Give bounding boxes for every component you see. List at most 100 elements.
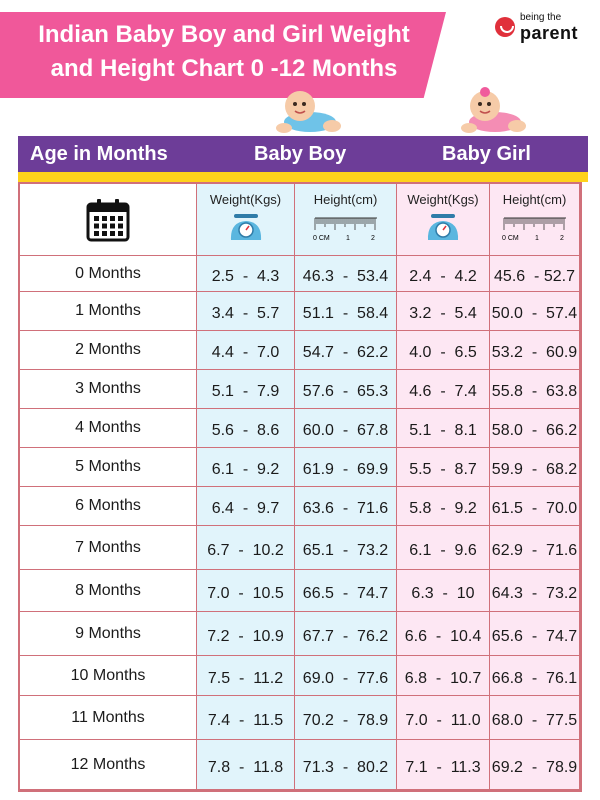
range-value: 6.1 - 9.2	[211, 461, 280, 478]
range-value: 4.6 - 7.4	[409, 383, 477, 400]
age-cell: 7 Months	[20, 526, 197, 570]
subheader-boy-height: Height(cm) 0 CM 1 2	[295, 184, 397, 256]
ruler-label-2: 2	[371, 235, 375, 242]
range-value: 2.4 - 4.2	[409, 267, 477, 285]
age-label: 7 Months	[75, 538, 141, 556]
range-value: 58.0 - 66.2	[491, 422, 578, 439]
value-cell: 2.5 - 4.3	[197, 256, 295, 292]
chart-table: Weight(Kgs) Height(cm) 0 CM 1 2 Weight(Kgs) He…	[18, 182, 582, 792]
age-label: 2 Months	[75, 341, 141, 358]
ruler-label-0: 0 CM	[502, 235, 519, 242]
chart-title: Indian Baby Boy and Girl Weight and Heig…	[14, 18, 434, 86]
value-cell: 62.9 - 71.6	[490, 526, 580, 570]
value-cell: 57.6 - 65.3	[295, 370, 397, 409]
range-value: 7.0 - 11.0	[405, 711, 481, 729]
accent-band	[18, 172, 588, 182]
calendar-icon	[86, 198, 130, 241]
age-label: 3 Months	[75, 380, 141, 397]
range-value: 69.2 - 78.9	[491, 758, 578, 776]
value-cell: 55.8 - 63.8	[490, 370, 580, 409]
value-cell: 6.3 - 10	[397, 570, 490, 612]
range-value: 45.6 - 52.7	[494, 267, 575, 285]
ruler-label-0: 0 CM	[313, 235, 330, 242]
value-cell: 7.5 - 11.2	[197, 656, 295, 696]
range-value: 63.6 - 71.6	[302, 500, 389, 517]
value-cell: 7.4 - 11.5	[197, 696, 295, 740]
value-cell: 4.0 - 6.5	[397, 331, 490, 370]
value-cell: 63.6 - 71.6	[295, 487, 397, 526]
scale-icon	[427, 214, 459, 240]
baby-boy-illustration	[276, 91, 341, 133]
title-banner	[0, 12, 446, 98]
value-cell: 6.7 - 10.2	[197, 526, 295, 570]
age-cell: 2 Months	[20, 331, 197, 370]
age-cell: 6 Months	[20, 487, 197, 526]
smile-logo-icon	[495, 17, 515, 37]
value-cell: 6.6 - 10.4	[397, 612, 490, 656]
range-value: 53.2 - 60.9	[491, 344, 578, 361]
value-cell: 6.8 - 10.7	[397, 656, 490, 696]
brand-logo: being the parent	[495, 12, 595, 43]
age-cell: 8 Months	[20, 570, 197, 612]
value-cell: 6.1 - 9.6	[397, 526, 490, 570]
value-cell: 5.6 - 8.6	[197, 409, 295, 448]
range-value: 5.1 - 7.9	[211, 383, 280, 400]
age-label: 4 Months	[75, 419, 141, 436]
value-cell: 64.3 - 73.2	[490, 570, 580, 612]
value-cell: 58.0 - 66.2	[490, 409, 580, 448]
range-value: 51.1 - 58.4	[302, 305, 389, 322]
value-cell: 66.5 - 74.7	[295, 570, 397, 612]
age-cell: 10 Months	[20, 656, 197, 696]
range-value: 60.0 - 67.8	[302, 422, 389, 439]
range-value: 62.9 - 71.6	[491, 541, 578, 559]
age-cell: 11 Months	[20, 696, 197, 740]
age-label: 10 Months	[70, 666, 146, 684]
value-cell: 7.1 - 11.3	[397, 740, 490, 790]
value-cell: 2.4 - 4.2	[397, 256, 490, 292]
header-age: Age in Months	[30, 143, 168, 165]
subheader-girl-height: Height(cm) 0 CM 1 2	[490, 184, 580, 256]
range-value: 7.2 - 10.9	[207, 627, 284, 645]
scale-icon	[230, 214, 261, 240]
value-cell: 66.8 - 76.1	[490, 656, 580, 696]
range-value: 68.0 - 77.5	[491, 711, 578, 729]
value-cell: 7.2 - 10.9	[197, 612, 295, 656]
header-baby-boy: Baby Boy	[254, 143, 347, 165]
value-cell: 4.6 - 7.4	[397, 370, 490, 409]
brand-small-text: being the	[520, 12, 562, 23]
value-cell: 50.0 - 57.4	[490, 292, 580, 331]
value-cell: 61.9 - 69.9	[295, 448, 397, 487]
range-value: 46.3 - 53.4	[302, 267, 389, 285]
age-label: 1 Months	[75, 302, 141, 319]
age-label: 6 Months	[75, 497, 141, 514]
value-cell: 59.9 - 68.2	[490, 448, 580, 487]
range-value: 6.3 - 10	[411, 584, 475, 602]
value-cell: 71.3 - 80.2	[295, 740, 397, 790]
value-cell: 45.6 - 52.7	[490, 256, 580, 292]
value-cell: 51.1 - 58.4	[295, 292, 397, 331]
range-value: 70.2 - 78.9	[302, 711, 389, 729]
value-cell: 7.0 - 10.5	[197, 570, 295, 612]
age-label: 0 Months	[75, 264, 141, 282]
value-cell: 68.0 - 77.5	[490, 696, 580, 740]
subheader-boy-weight: Weight(Kgs)	[197, 184, 295, 256]
value-cell: 6.4 - 9.7	[197, 487, 295, 526]
subheader-label: Height(cm)	[502, 192, 567, 207]
range-value: 7.0 - 10.5	[207, 584, 284, 602]
range-value: 7.4 - 11.5	[207, 711, 284, 729]
age-label: 5 Months	[75, 458, 141, 475]
value-cell: 5.5 - 8.7	[397, 448, 490, 487]
brand-name: parent	[520, 23, 579, 43]
value-cell: 69.0 - 77.6	[295, 656, 397, 696]
range-value: 66.5 - 74.7	[302, 584, 389, 602]
range-value: 67.7 - 76.2	[302, 627, 389, 645]
range-value: 7.1 - 11.3	[405, 758, 481, 776]
title-line-2: and Height Chart 0 -12 Months	[50, 55, 398, 82]
range-value: 6.6 - 10.4	[404, 627, 482, 645]
range-value: 66.8 - 76.1	[491, 669, 578, 687]
value-cell: 65.6 - 74.7	[490, 612, 580, 656]
age-cell: 12 Months	[20, 740, 197, 790]
value-cell: 3.2 - 5.4	[397, 292, 490, 331]
range-value: 6.1 - 9.6	[409, 541, 477, 559]
range-value: 5.5 - 8.7	[409, 461, 477, 478]
